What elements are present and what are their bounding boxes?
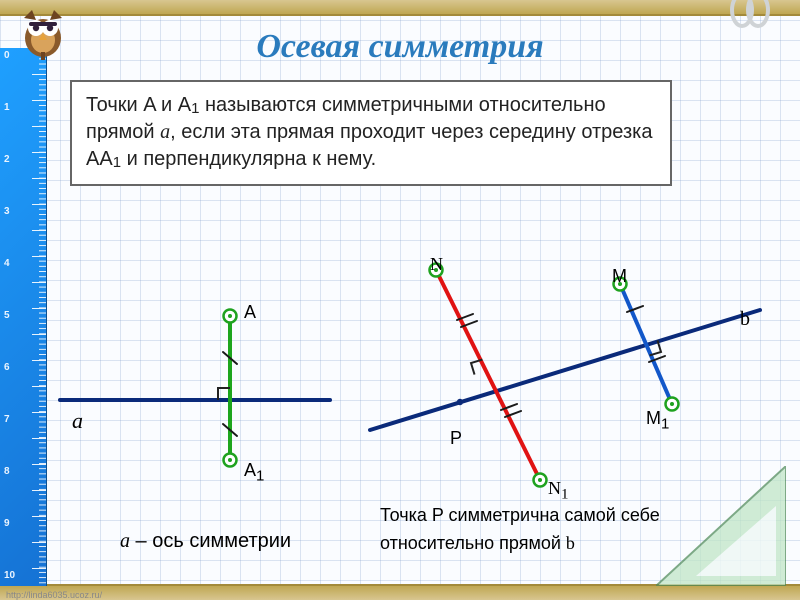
setsquare-icon: [656, 466, 786, 586]
ruler-icon: 012345678910: [0, 48, 47, 586]
title-text: Осевая симметрия: [256, 28, 543, 65]
definition-box: Точки A и A1 называются симметричными от…: [70, 80, 672, 186]
frame-top: [0, 0, 800, 16]
def-text: Точки A и A1 называются симметричными от…: [86, 94, 652, 170]
footer-url: http://linda6035.ucoz.ru/: [6, 590, 102, 600]
page-title: Осевая симметрия: [0, 28, 800, 66]
frame-bottom: [0, 584, 800, 600]
